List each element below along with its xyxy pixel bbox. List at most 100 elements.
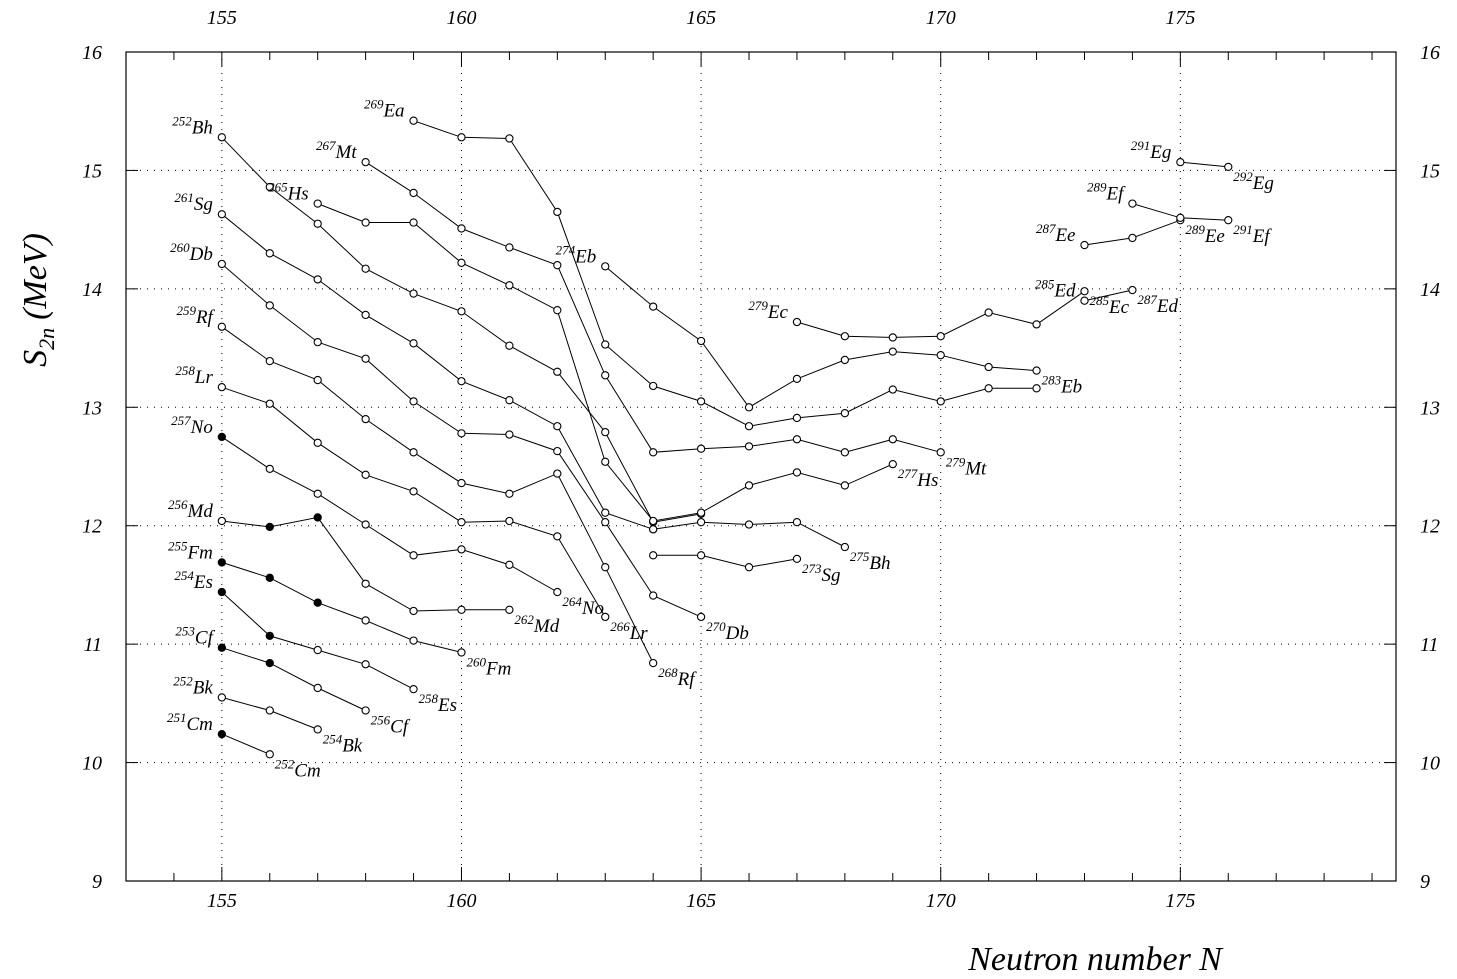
mass-number: 291 xyxy=(1131,138,1151,153)
data-point xyxy=(217,210,226,219)
data-point xyxy=(840,332,850,341)
mass-number: 289 xyxy=(1185,222,1205,237)
data-point xyxy=(409,339,418,348)
data-point xyxy=(744,563,754,572)
grid-lines xyxy=(126,52,1396,881)
element-symbol: Lr xyxy=(194,367,214,388)
series-end-label: 268Rf xyxy=(658,665,697,690)
data-point xyxy=(1080,240,1089,250)
data-point xyxy=(265,301,274,310)
series-line xyxy=(221,516,510,612)
element-symbol: Fm xyxy=(187,542,213,563)
mass-number: 258 xyxy=(419,691,439,706)
x-tick-label-top: 160 xyxy=(446,7,476,29)
data-point xyxy=(265,464,274,474)
data-point xyxy=(457,307,466,316)
element-symbol: Bh xyxy=(869,553,890,574)
element-symbol: Ee xyxy=(1054,225,1075,246)
data-point xyxy=(217,133,226,142)
y-tick-label-right: 16 xyxy=(1420,42,1440,64)
series-line xyxy=(221,733,270,755)
data-point xyxy=(553,532,562,541)
data-point xyxy=(601,508,610,517)
element-symbol: Hs xyxy=(916,470,938,491)
series-start-label: 291Eg xyxy=(1131,138,1172,163)
mass-number: 260 xyxy=(170,240,190,255)
data-point xyxy=(553,469,562,478)
mass-number: 251 xyxy=(167,710,187,725)
series-start-label: 251Cm xyxy=(167,710,213,735)
data-point xyxy=(217,322,226,331)
data-point xyxy=(313,199,322,208)
x-tick-label-bottom: 155 xyxy=(207,890,237,912)
series-start-label: 274Eb xyxy=(556,242,597,267)
mass-number: 266 xyxy=(610,619,630,634)
mass-number: 252 xyxy=(275,756,295,771)
series-end-label: 291Ef xyxy=(1233,222,1272,247)
data-point xyxy=(313,438,322,447)
mass-number: 291 xyxy=(1233,222,1253,237)
data-point xyxy=(265,399,274,408)
element-symbol: Cm xyxy=(294,760,320,781)
y-tick-label-left: 15 xyxy=(82,160,102,182)
data-point-filled xyxy=(217,558,226,567)
element-symbol: Ec xyxy=(1108,297,1130,318)
element-symbol: Es xyxy=(437,695,457,716)
data-point xyxy=(457,605,466,614)
element-symbol: Lr xyxy=(629,623,649,644)
element-symbol: Ed xyxy=(1053,281,1076,302)
data-point-filled xyxy=(313,513,322,522)
data-point xyxy=(457,648,466,657)
data-point xyxy=(361,264,370,273)
data-point-filled xyxy=(265,573,274,582)
y-tick-label-right: 11 xyxy=(1420,634,1439,656)
mass-number: 261 xyxy=(174,190,194,205)
data-point xyxy=(1176,157,1185,167)
mass-number: 275 xyxy=(850,549,870,564)
data-point xyxy=(840,355,850,365)
data-point xyxy=(888,435,897,444)
mass-number: 279 xyxy=(748,298,768,313)
data-point xyxy=(840,448,850,457)
data-point xyxy=(409,289,418,298)
series-start-label: 279Ec xyxy=(748,298,788,323)
data-point xyxy=(601,612,610,622)
data-point xyxy=(505,243,514,252)
data-point-filled xyxy=(217,729,226,739)
element-symbol: Ef xyxy=(1252,226,1273,247)
series-start-label: 261Sg xyxy=(174,190,213,215)
data-point xyxy=(505,560,514,569)
data-point xyxy=(840,409,850,418)
data-point xyxy=(840,542,850,552)
data-point xyxy=(553,207,562,217)
data-point xyxy=(457,545,466,554)
mass-number: 289 xyxy=(1087,180,1107,195)
mass-number: 256 xyxy=(371,712,391,727)
series-start-label: 287Ee xyxy=(1036,221,1076,246)
data-point xyxy=(553,306,562,315)
data-point xyxy=(361,218,370,227)
series-start-label: 269Ea xyxy=(364,97,405,122)
mass-number: 273 xyxy=(802,561,822,576)
data-point xyxy=(217,516,226,526)
data-point xyxy=(409,188,418,198)
data-point xyxy=(361,660,370,669)
data-point xyxy=(792,554,802,564)
data-point xyxy=(744,481,754,490)
data-point xyxy=(505,430,514,439)
y-tick-label-left: 13 xyxy=(82,397,102,419)
data-point xyxy=(601,371,610,380)
data-point xyxy=(792,518,802,527)
data-point xyxy=(409,448,418,457)
data-point-filled xyxy=(265,522,274,532)
mass-number: 265 xyxy=(268,180,288,195)
data-point xyxy=(936,397,945,406)
data-point xyxy=(936,448,945,457)
element-symbol: Cm xyxy=(186,714,212,735)
series-end-label: 277Hs xyxy=(898,466,939,491)
mass-number: 258 xyxy=(175,363,195,378)
mass-number: 292 xyxy=(1233,169,1253,184)
element-symbol: Sg xyxy=(194,194,213,215)
series-line xyxy=(221,561,462,653)
data-point xyxy=(265,249,274,258)
